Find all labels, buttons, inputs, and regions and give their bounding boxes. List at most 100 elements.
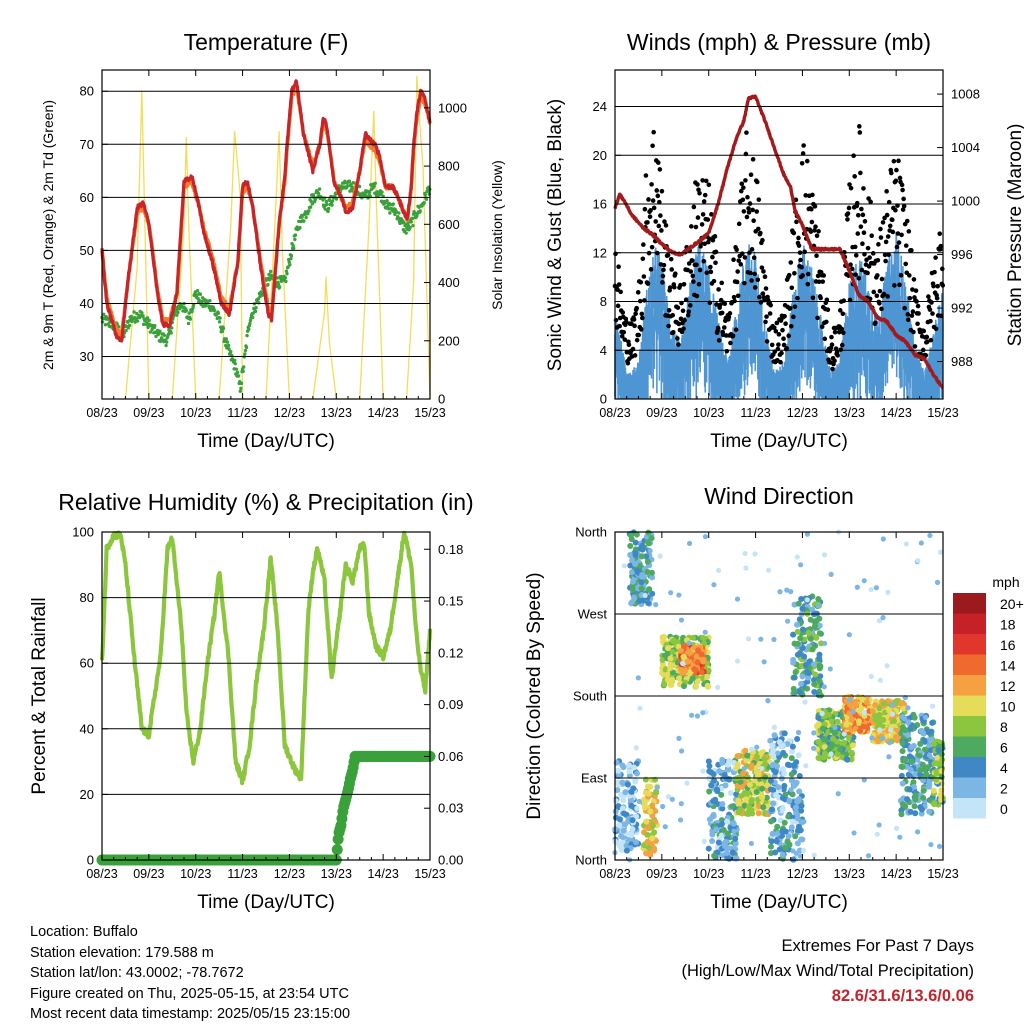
- gust-point: [861, 186, 866, 191]
- direction-point: [659, 634, 665, 640]
- gust-point: [639, 327, 644, 332]
- direction-point: [799, 606, 805, 612]
- gust-point: [862, 230, 867, 235]
- gust-point: [764, 314, 769, 319]
- dewpoint-point: [410, 220, 413, 223]
- gust-point: [789, 324, 794, 329]
- direction-point: [621, 828, 627, 834]
- dewpoint-point: [165, 340, 168, 343]
- gust-point: [761, 291, 766, 296]
- gust-point: [742, 281, 747, 286]
- gust-point: [737, 222, 742, 227]
- direction-point: [736, 809, 742, 815]
- dewpoint-point: [242, 365, 245, 368]
- gust-point: [826, 307, 831, 312]
- gust-point: [636, 290, 641, 295]
- direction-point: [756, 810, 762, 816]
- gust-point: [701, 259, 706, 264]
- gust-point: [792, 231, 797, 236]
- gust-point: [694, 262, 699, 267]
- gust-point: [750, 208, 755, 213]
- x-tick-label: 08/23: [86, 406, 117, 420]
- gust-point: [824, 320, 829, 325]
- x-tick-label: 10/23: [180, 867, 211, 881]
- gust-point: [701, 212, 706, 217]
- gust-point: [811, 295, 816, 300]
- dewpoint-point: [331, 199, 334, 202]
- direction-point: [760, 804, 766, 810]
- direction-point: [779, 828, 785, 834]
- gust-point: [816, 229, 821, 234]
- gust-point: [641, 256, 646, 261]
- dewpoint-point: [254, 310, 257, 313]
- dewpoint-point: [187, 322, 190, 325]
- gust-point: [642, 274, 647, 279]
- x-tick-label: 15/23: [927, 406, 958, 420]
- gust-point: [713, 260, 718, 265]
- gust-point: [841, 312, 846, 317]
- direction-point: [806, 630, 812, 636]
- direction-point: [699, 669, 705, 675]
- gust-point: [712, 279, 717, 284]
- dewpoint-point: [257, 301, 260, 304]
- direction-point: [630, 579, 636, 585]
- direction-point: [816, 721, 822, 727]
- gust-point: [714, 250, 719, 255]
- gust-point: [916, 304, 921, 309]
- gust-point: [657, 224, 662, 229]
- gust-point: [787, 273, 792, 278]
- direction-point: [773, 792, 779, 798]
- gust-point: [710, 255, 715, 260]
- gust-point: [853, 272, 858, 277]
- direction-point: [870, 708, 876, 714]
- direction-point: [634, 771, 640, 777]
- dewpoint-point: [227, 344, 230, 347]
- gust-point: [786, 334, 791, 339]
- dewpoint-point: [199, 293, 202, 296]
- dewpoint-point: [392, 202, 395, 205]
- dewpoint-point: [404, 231, 407, 234]
- gust-point: [900, 188, 905, 193]
- direction-point: [834, 739, 840, 745]
- direction-point: [704, 674, 710, 680]
- direction-point: [734, 753, 740, 759]
- gust-point: [905, 312, 910, 317]
- y2-tick-label: 1008: [951, 87, 980, 102]
- direction-point: [811, 689, 817, 695]
- direction-point: [676, 675, 682, 681]
- gust-point: [894, 178, 899, 183]
- gust-point: [810, 220, 815, 225]
- gust-point: [894, 168, 899, 173]
- gust-point: [681, 308, 686, 313]
- gust-point: [794, 220, 799, 225]
- direction-point: [812, 623, 818, 629]
- gust-point: [863, 219, 868, 224]
- gust-point: [748, 271, 753, 276]
- gust-point: [901, 197, 906, 202]
- gust-point: [635, 338, 640, 343]
- gust-point: [830, 342, 835, 347]
- direction-point: [791, 686, 797, 692]
- gust-point: [744, 130, 749, 135]
- gust-point: [899, 233, 904, 238]
- gust-point: [929, 300, 934, 305]
- gust-point: [890, 218, 895, 223]
- dewpoint-point: [196, 289, 199, 292]
- direction-point: [759, 786, 765, 792]
- precip-point: [332, 844, 343, 855]
- dewpoint-point: [294, 233, 297, 236]
- gust-point: [734, 327, 739, 332]
- gust-point: [847, 206, 852, 211]
- dewpoint-point: [411, 224, 414, 227]
- gust-point: [928, 307, 933, 312]
- gust-point: [713, 234, 718, 239]
- direction-point: [730, 849, 736, 855]
- gust-point: [912, 277, 917, 282]
- y-tick-label: 4: [600, 343, 607, 358]
- gust-point: [681, 326, 686, 331]
- gust-point: [792, 271, 797, 276]
- direction-point: [642, 804, 648, 810]
- gust-point: [880, 277, 885, 282]
- gust-point: [692, 205, 697, 210]
- direction-point: [820, 726, 826, 732]
